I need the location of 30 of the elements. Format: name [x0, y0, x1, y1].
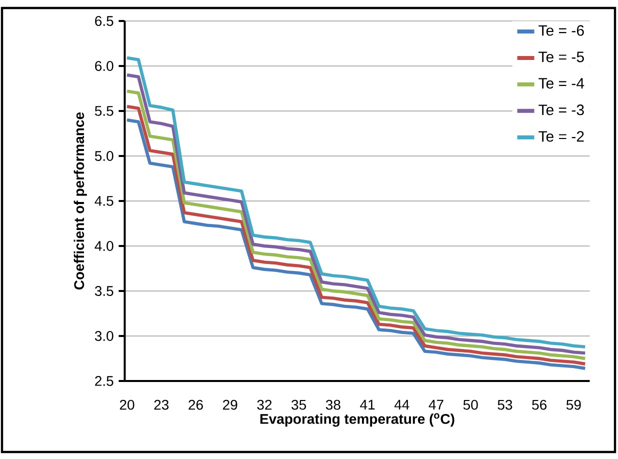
y-tick-label: 5.5: [94, 106, 114, 116]
y-tick-label: 3.5: [94, 286, 114, 296]
x-tick-label: 26: [188, 400, 203, 410]
x-tick-label: 20: [120, 400, 134, 410]
y-tick-label: 6.5: [95, 16, 114, 26]
legend-label: Te = -2: [538, 131, 584, 142]
x-tick-label: 41: [360, 400, 375, 410]
legend-label: Te = -5: [538, 52, 584, 62]
x-tick-label: 29: [223, 400, 238, 410]
y-tick-label: 5.0: [94, 151, 114, 161]
legend-label: Te = -6: [538, 25, 584, 36]
x-tick-label: 59: [566, 400, 581, 410]
x-tick-label: 56: [532, 400, 546, 410]
x-axis-title: Evaporating temperature ($^{o}$C): [260, 413, 454, 427]
legend-label: Te = -4: [538, 78, 584, 89]
y-tick-label: 4.5: [94, 196, 114, 206]
x-tick-label: 44: [394, 400, 410, 410]
y-tick-label: 6.0: [95, 61, 114, 71]
x-tick-label: 32: [257, 400, 272, 410]
y-tick-label: 3.0: [94, 331, 114, 341]
x-tick-label: 38: [326, 400, 340, 410]
x-tick-label: 35: [292, 400, 306, 410]
x-tick-label: 53: [498, 400, 512, 410]
y-axis-title: Coefficient of performance: [74, 112, 87, 290]
x-tick-label: 50: [463, 400, 478, 410]
x-tick-label: 47: [428, 400, 444, 410]
y-tick-label: 2.5: [95, 376, 114, 386]
y-tick-label: 4.0: [94, 241, 114, 251]
x-tick-label: 23: [154, 400, 169, 410]
legend-label: Te = -3: [538, 104, 584, 116]
